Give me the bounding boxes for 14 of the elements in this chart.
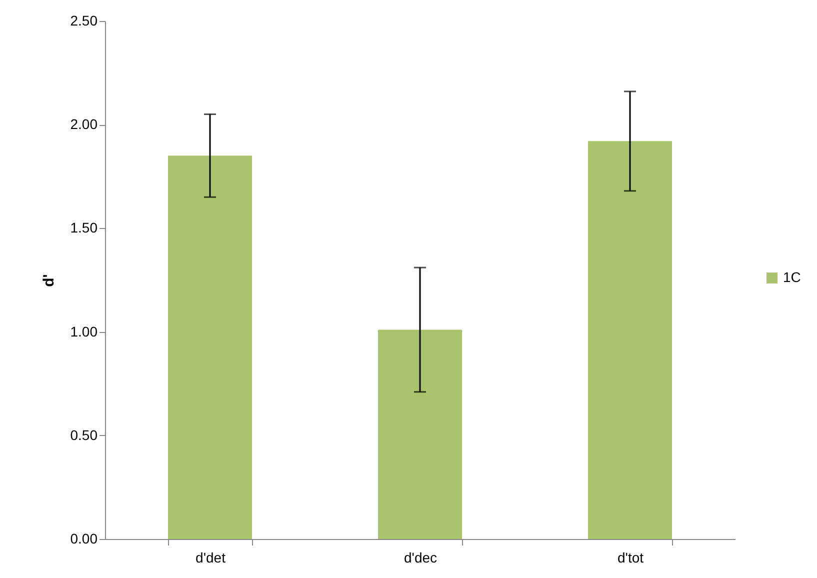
bar [378,330,462,539]
y-tick-label: 1.00 [70,323,98,340]
y-axis-title: d' [40,274,58,287]
legend-label: 1C [783,269,801,285]
y-tick-label: 2.00 [70,116,98,132]
x-tick-label: d'tot [617,550,644,566]
bar [168,156,252,539]
y-tick-label: 0.50 [70,426,98,443]
y-tick-label: 2.50 [70,12,98,28]
y-tick-label: 0.00 [70,530,98,546]
bar [588,141,672,539]
y-tick-label: 1.50 [70,220,98,236]
x-tick-label: d'det [196,550,226,566]
x-tick-label: d'dec [404,550,438,566]
